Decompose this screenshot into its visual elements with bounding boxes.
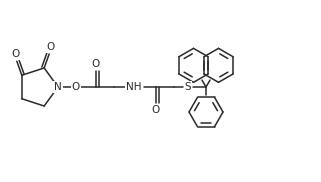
Text: O: O <box>92 59 100 69</box>
Text: O: O <box>12 49 20 59</box>
Text: O: O <box>72 82 80 92</box>
Text: O: O <box>46 42 54 52</box>
Text: NH: NH <box>126 82 142 92</box>
Text: O: O <box>152 105 160 115</box>
Text: N: N <box>54 82 62 92</box>
Text: S: S <box>185 82 191 92</box>
